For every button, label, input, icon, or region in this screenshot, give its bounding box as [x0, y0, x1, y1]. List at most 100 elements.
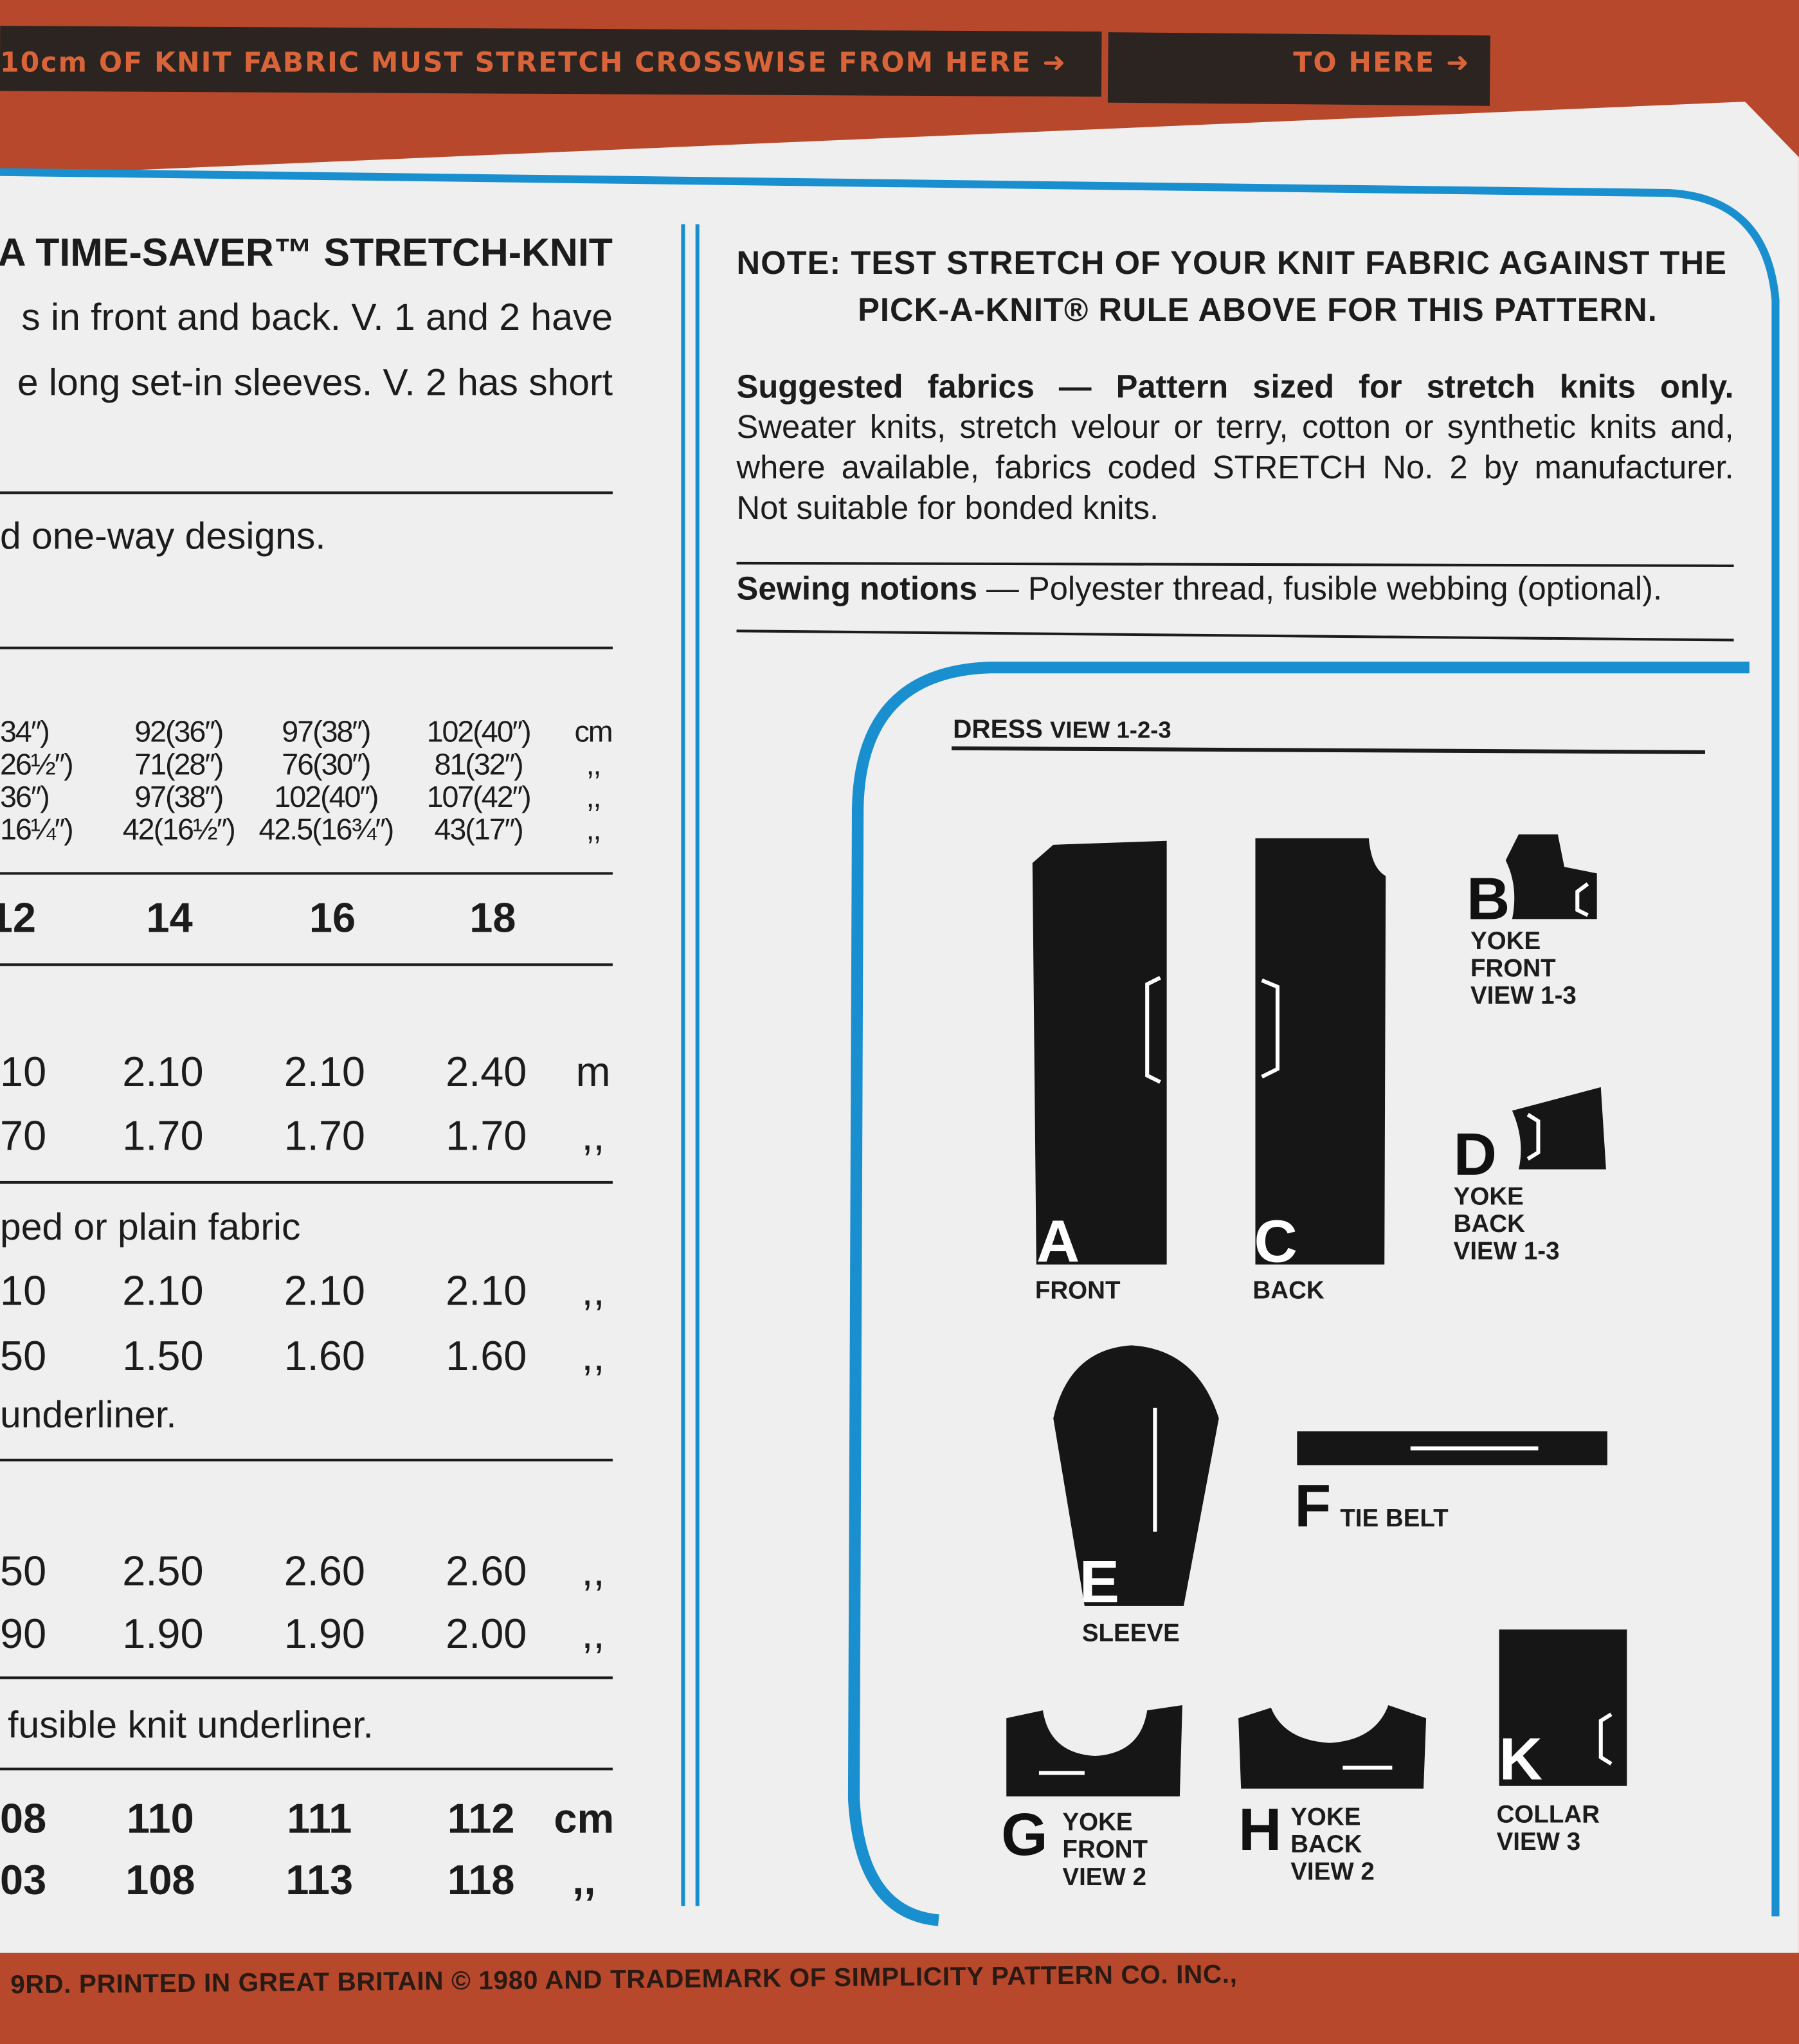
table-cell: 70 — [0, 1112, 47, 1159]
piece-k-letter: K — [1499, 1724, 1543, 1793]
stretch-to-text: TO HERE ➜ — [1293, 46, 1470, 78]
unit-cell: ,, — [581, 1267, 605, 1314]
table-cell: 112 — [447, 1795, 515, 1842]
table-cell: 2.00 — [446, 1609, 527, 1657]
table-cell: 50 — [0, 1547, 47, 1595]
note-line: PICK-A-KNIT® RULE ABOVE FOR THIS PATTERN… — [858, 292, 1658, 329]
table-cell: 102(40″) — [426, 714, 532, 748]
table-cell: 97(38″) — [134, 779, 224, 814]
piece-d-label: YOKE BACK VIEW 1-3 — [1453, 1183, 1560, 1266]
grainline-icon — [1145, 975, 1161, 1084]
suggested-fabrics: Suggested fabrics — Pattern sized for st… — [737, 368, 1734, 529]
underliner-note: underliner. — [0, 1395, 177, 1437]
fold-line-icon — [1575, 882, 1589, 918]
divider — [0, 1180, 613, 1184]
piece-h-letter: H — [1238, 1795, 1282, 1863]
table-cell: 113 — [285, 1856, 354, 1904]
size-label: 18 — [469, 894, 516, 941]
piece-g-shape — [1006, 1705, 1182, 1796]
table-cell: 42(16½″) — [122, 812, 236, 846]
piece-c-label: BACK — [1252, 1277, 1324, 1305]
table-cell: 1.90 — [122, 1609, 204, 1657]
stretch-from-text: 10cm OF KNIT FABRIC MUST STRETCH CROSSWI… — [0, 46, 1067, 78]
fabrics-label: Suggested fabrics — Pattern sized for st… — [736, 368, 1734, 406]
divider — [0, 491, 613, 494]
piece-d-shape — [1512, 1087, 1606, 1170]
unit-cell: ,, — [572, 1856, 596, 1904]
piece-f-letter: F — [1294, 1472, 1332, 1540]
table-cell: 43(17″) — [434, 812, 524, 846]
table-cell: 1.60 — [446, 1332, 527, 1380]
table-cell: 36″) — [0, 779, 50, 814]
notions-label: Sewing notions — [736, 571, 978, 608]
fusible-note: fusible knit underliner. — [8, 1705, 374, 1747]
table-cell: 108 — [125, 1856, 195, 1904]
table-cell: 42.5(16¾″) — [258, 812, 394, 846]
notions-text: — Polyester thread, fusible webbing (opt… — [977, 571, 1663, 608]
table-cell: 2.40 — [446, 1048, 527, 1096]
arrow-right-icon: ➜ — [1042, 46, 1067, 78]
table-cell: 2.10 — [284, 1048, 365, 1096]
table-cell: 107(42″) — [426, 779, 532, 814]
unit-cell: ,, — [581, 1332, 605, 1380]
piece-b-letter: B — [1466, 864, 1510, 932]
table-cell: 76(30″) — [282, 746, 371, 781]
unit-cell: ,, — [581, 1112, 605, 1159]
divider — [0, 1676, 613, 1679]
piece-f-label: TIE BELT — [1340, 1505, 1449, 1533]
piece-a-label: FRONT — [1035, 1277, 1121, 1305]
unit-cell: cm — [554, 1795, 615, 1842]
piece-k-label: COLLAR VIEW 3 — [1496, 1802, 1600, 1857]
table-cell: 90 — [0, 1609, 47, 1657]
table-cell: 1.90 — [284, 1609, 365, 1657]
unit-cell: ,, — [581, 1547, 605, 1595]
table-cell: 16¼″) — [0, 812, 74, 846]
table-cell: 2.60 — [446, 1547, 527, 1595]
unit-cell: ,, — [586, 812, 602, 846]
description-line: s in front and back. V. 1 and 2 have — [21, 297, 613, 339]
table-cell: 10 — [0, 1048, 47, 1096]
diagram-title-rule — [952, 746, 1705, 754]
divider — [736, 629, 1734, 642]
table-cell: 08 — [0, 1795, 47, 1842]
outer-blue-border — [0, 168, 1780, 1917]
table-cell: 2.50 — [122, 1547, 204, 1595]
divider — [736, 561, 1734, 567]
piece-g-label: YOKE FRONT VIEW 2 — [1062, 1809, 1148, 1892]
unit-cell: cm — [574, 714, 613, 748]
size-label: 12 — [0, 894, 36, 941]
table-cell: 34″) — [0, 714, 50, 748]
table-cell: 102(40″) — [274, 779, 379, 814]
table-cell: 81(32″) — [434, 746, 524, 781]
fold-line-icon — [1526, 1112, 1541, 1161]
note-line: NOTE: TEST STRETCH OF YOUR KNIT FABRIC A… — [736, 245, 1727, 282]
piece-h-shape — [1238, 1705, 1427, 1789]
unit-cell: ,, — [586, 746, 602, 781]
size-label: 14 — [146, 894, 193, 941]
diagram-blue-border — [847, 661, 1749, 1926]
unit-cell: ,, — [581, 1609, 605, 1657]
piece-e-label: SLEEVE — [1081, 1620, 1180, 1648]
divider — [0, 963, 613, 966]
divider — [0, 1768, 613, 1771]
table-cell: 118 — [447, 1856, 515, 1904]
table-cell: 1.50 — [122, 1332, 204, 1380]
table-cell: 03 — [0, 1856, 47, 1904]
divider — [0, 646, 613, 649]
table-cell: 1.60 — [284, 1332, 365, 1380]
table-cell: 26½″) — [0, 746, 74, 781]
sewing-notions: Sewing notions — Polyester thread, fusib… — [737, 571, 1663, 609]
table-cell: 71(28″) — [134, 746, 224, 781]
table-cell: 2.10 — [122, 1048, 204, 1096]
table-cell: 50 — [0, 1332, 47, 1380]
table-cell: 110 — [127, 1795, 194, 1842]
table-cell: 1.70 — [122, 1112, 204, 1159]
fabrics-text: Sweater knits, stretch velour or terry, … — [736, 409, 1734, 527]
fabric-note: ped or plain fabric — [0, 1207, 301, 1249]
divider — [0, 1458, 613, 1461]
piece-h-label: YOKE BACK VIEW 2 — [1290, 1804, 1375, 1886]
table-cell: 2.10 — [122, 1267, 204, 1314]
piece-b-label: YOKE FRONT VIEW 1-3 — [1470, 928, 1577, 1011]
